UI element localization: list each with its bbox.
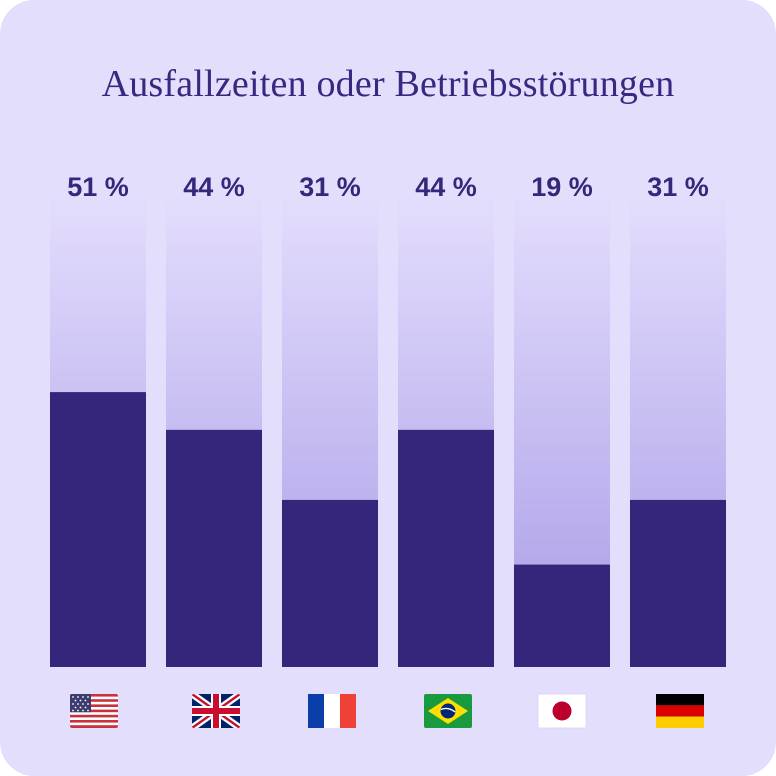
bar bbox=[50, 392, 146, 667]
data-label: 19 % bbox=[531, 172, 593, 202]
data-label: 51 % bbox=[67, 172, 129, 202]
japan-flag-icon bbox=[537, 693, 587, 729]
data-label: 31 % bbox=[647, 172, 709, 202]
data-label: 44 % bbox=[415, 172, 477, 202]
france-flag-icon bbox=[308, 694, 356, 728]
bar bbox=[282, 499, 378, 667]
brazil-flag-icon bbox=[424, 694, 472, 728]
data-label: 31 % bbox=[299, 172, 361, 202]
bar bbox=[166, 429, 262, 667]
data-label: 44 % bbox=[183, 172, 245, 202]
germany-flag-icon bbox=[656, 694, 704, 728]
bar bbox=[398, 429, 494, 667]
uk-flag-icon bbox=[192, 694, 240, 728]
bar bbox=[514, 564, 610, 667]
bar bbox=[630, 499, 726, 667]
us-flag-icon bbox=[70, 694, 118, 728]
chart-title: Ausfallzeiten oder Betriebsstörungen bbox=[101, 63, 675, 105]
